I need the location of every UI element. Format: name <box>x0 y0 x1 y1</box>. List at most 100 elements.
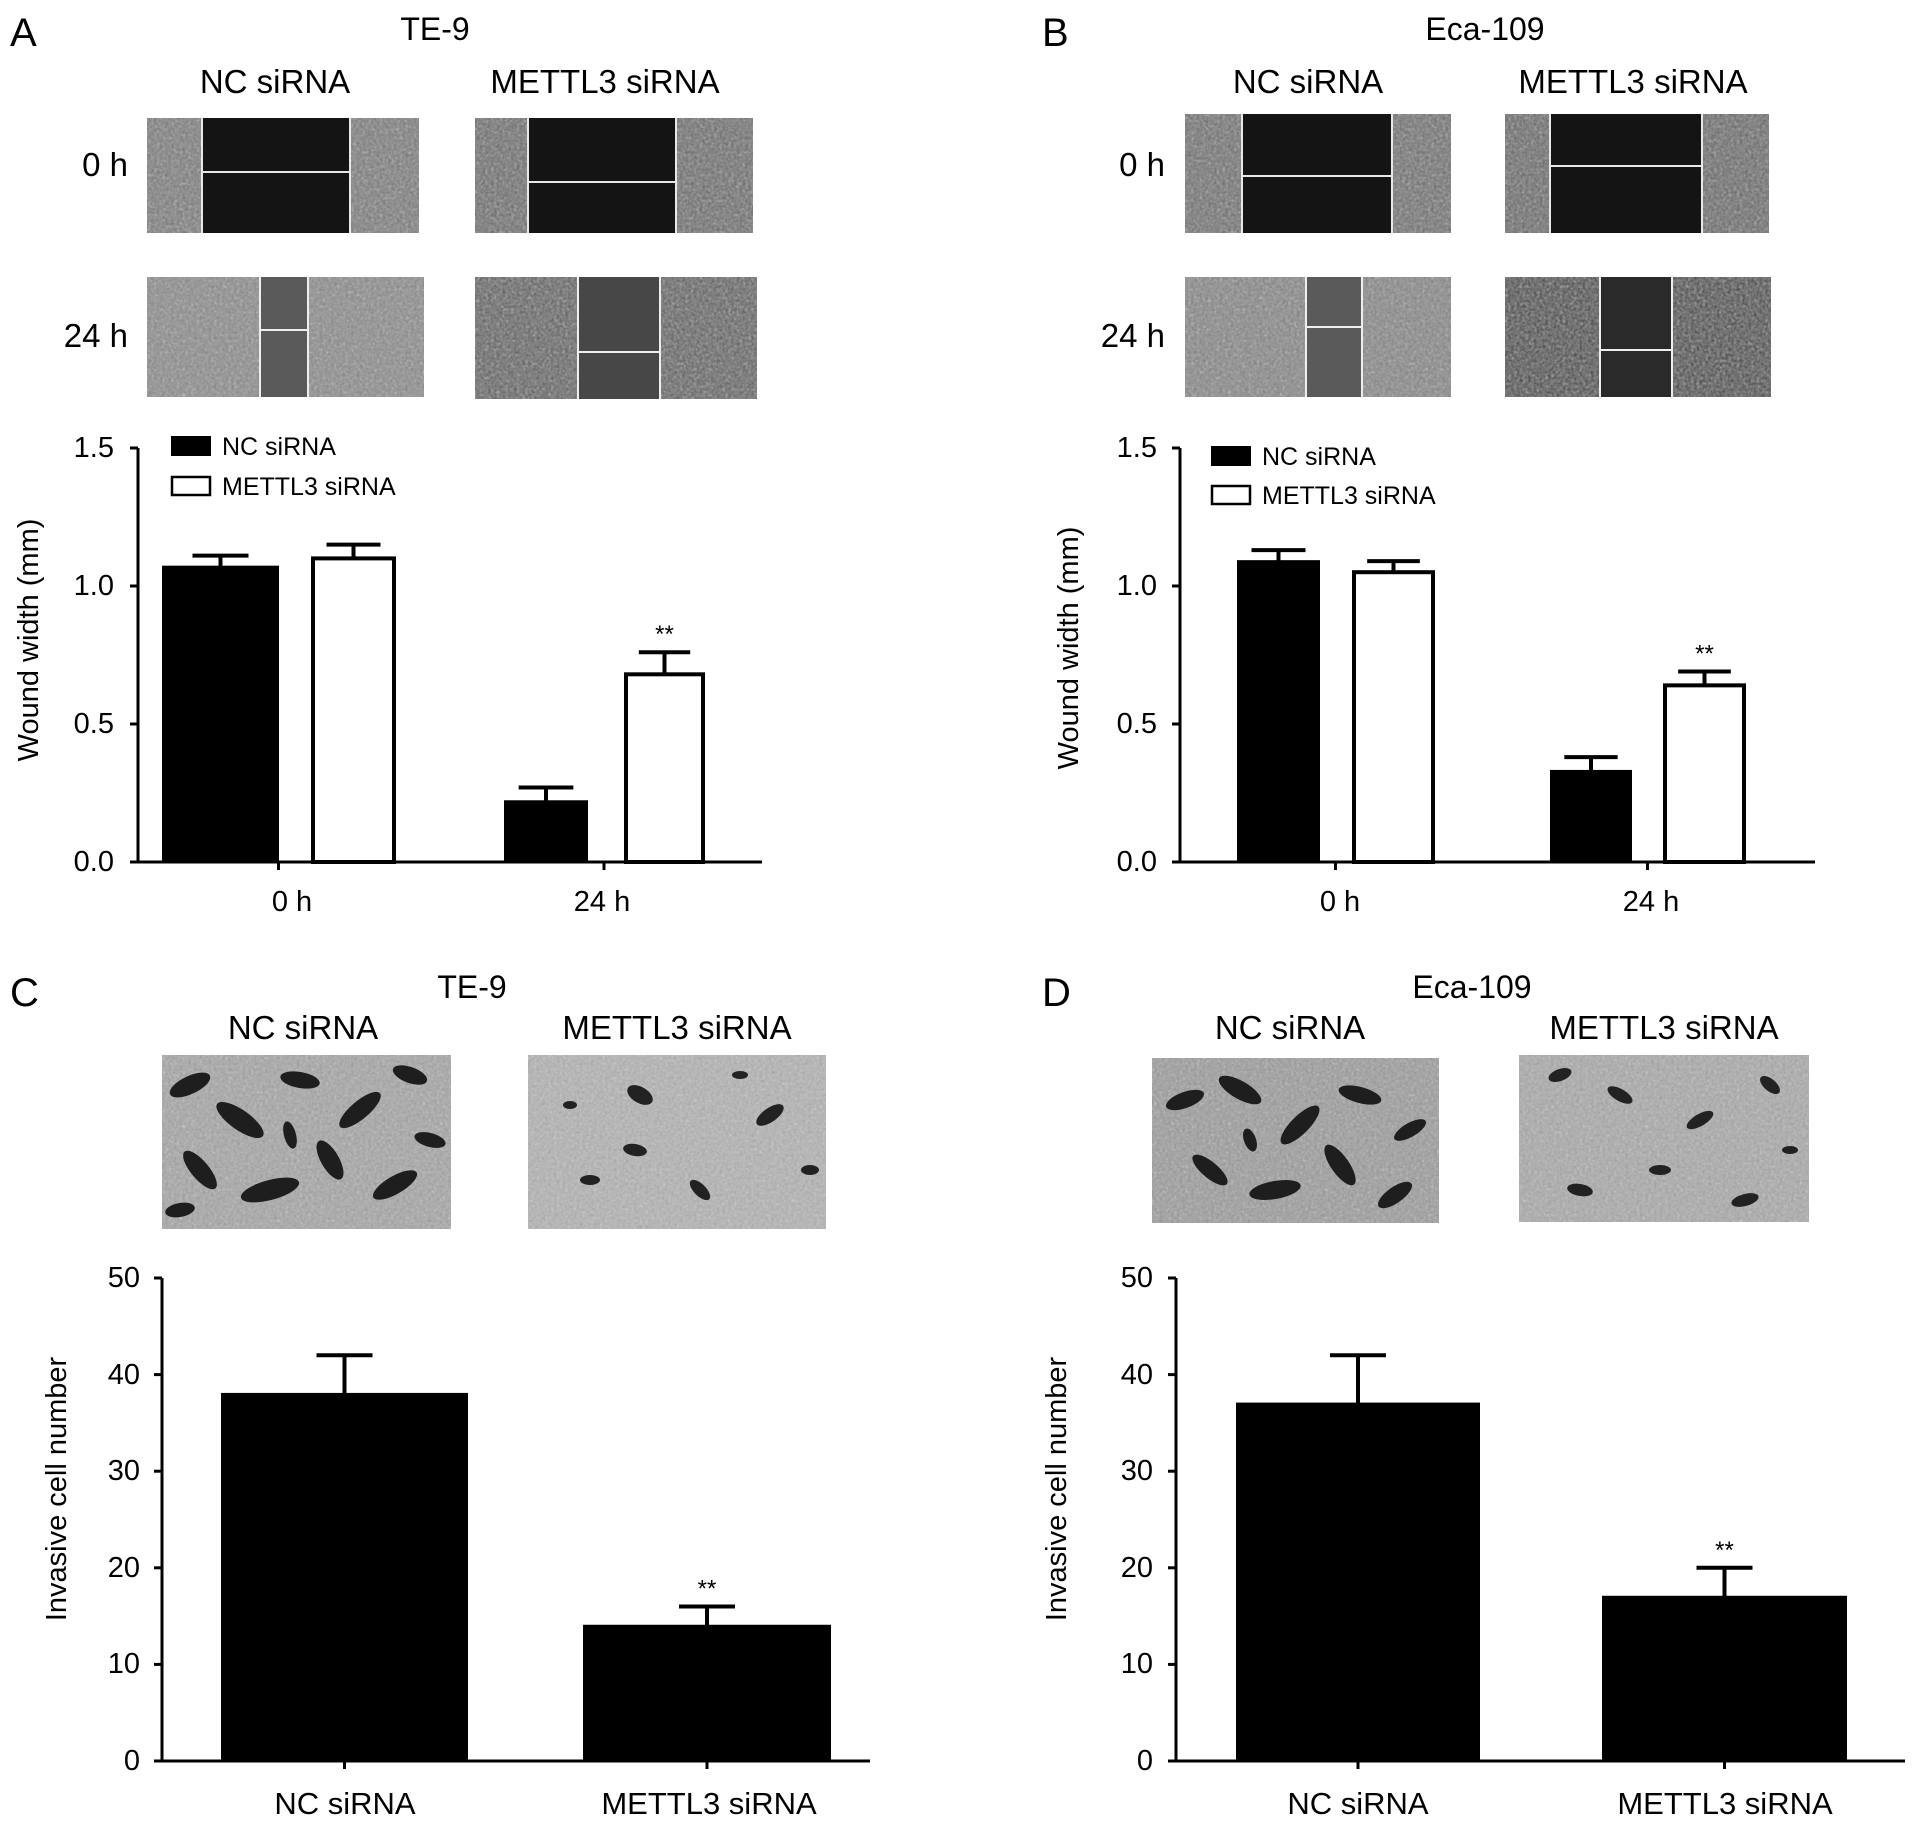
significance-marker: ** <box>1695 641 1714 668</box>
y-tick-label: 10 <box>1121 1648 1153 1680</box>
significance-marker: ** <box>1715 1537 1734 1564</box>
panel-b-micrograph-nc-24h <box>1185 277 1451 397</box>
panel-d-micrograph-nc <box>1152 1058 1439 1223</box>
y-tick-label: 0 <box>124 1745 140 1777</box>
panel-b-y-ticks: 0.0 0.5 1.0 1.5 <box>1117 432 1157 878</box>
panel-d-x-ticks: NC siRNA METTL3 siRNA <box>1287 1786 1833 1821</box>
y-tick-label: 0.5 <box>1117 708 1157 740</box>
panel-d-cell-line-title: Eca-109 <box>1412 969 1531 1005</box>
panel-c-y-axis-label: Invasive cell number <box>41 1356 73 1621</box>
panel-a-row-24h: 24 h <box>64 317 128 354</box>
bar-d-s0-c0 <box>1236 1402 1480 1762</box>
panel-a-micrograph-nc-24h <box>147 277 424 397</box>
legend-swatch-mettl3-siRNA <box>1210 484 1252 506</box>
panel-b-legend: NC siRNA METTL3 siRNA <box>1210 443 1436 510</box>
y-tick-label: 10 <box>108 1648 140 1680</box>
x-tick-label: NC siRNA <box>274 1786 416 1821</box>
bar-c-s0-c1 <box>583 1624 831 1763</box>
panel-d-col-nc-siRNA: NC siRNA <box>1215 1009 1365 1046</box>
y-tick-label: 0.5 <box>74 708 114 740</box>
panel-b-x-ticks: 0 h 24 h <box>1320 886 1679 918</box>
panel-d-micrograph-mettl3 <box>1519 1055 1809 1222</box>
legend-swatch-nc-siRNA <box>1211 446 1251 466</box>
panel-a: A TE-9 NC siRNA METTL3 siRNA 0 h 24 h <box>10 11 762 918</box>
bar-a-s0-c0 <box>162 565 279 863</box>
x-tick-label: METTL3 siRNA <box>1617 1786 1833 1821</box>
y-tick-label: 0 <box>1137 1745 1153 1777</box>
legend-label-nc-siRNA: NC siRNA <box>1262 443 1376 471</box>
y-tick-label: 40 <box>108 1359 140 1391</box>
panel-a-row-0h: 0 h <box>82 146 128 183</box>
panel-a-micrograph-nc-0h <box>147 118 419 233</box>
significance-marker: ** <box>698 1575 717 1602</box>
panel-d: D Eca-109 NC siRNA METTL3 siRNA <box>1041 969 1905 1821</box>
panel-b-letter: B <box>1042 11 1069 55</box>
panel-b-col-mettl3-siRNA: METTL3 siRNA <box>1518 63 1747 100</box>
panel-b-micrograph-mettl3-0h <box>1505 114 1769 233</box>
panel-c-x-ticks: NC siRNA METTL3 siRNA <box>274 1786 817 1821</box>
panel-c-y-ticks: 0 10 20 30 40 50 <box>108 1262 140 1777</box>
legend-swatch-mettl3-siRNA <box>170 475 212 497</box>
panel-d-y-ticks: 0 10 20 30 40 50 <box>1121 1262 1153 1777</box>
legend-label-nc-siRNA: NC siRNA <box>222 433 336 461</box>
legend-label-mettl3-siRNA: METTL3 siRNA <box>1262 482 1436 510</box>
y-tick-label: 1.0 <box>1117 570 1157 602</box>
panel-c-col-mettl3-siRNA: METTL3 siRNA <box>562 1009 791 1046</box>
panel-c-col-nc-siRNA: NC siRNA <box>228 1009 378 1046</box>
panel-a-cell-line-title: TE-9 <box>400 11 469 47</box>
y-tick-label: 1.5 <box>1117 432 1157 464</box>
panel-d-y-axis-label: Invasive cell number <box>1041 1356 1073 1621</box>
panel-b-col-nc-siRNA: NC siRNA <box>1233 63 1383 100</box>
bar-b-s1-c0 <box>1352 570 1435 864</box>
y-tick-label: 20 <box>108 1552 140 1584</box>
legend-label-mettl3-siRNA: METTL3 siRNA <box>222 473 396 501</box>
bar-b-s0-c0 <box>1237 560 1320 863</box>
bar-a-s1-c0 <box>311 556 396 865</box>
bar-c-s0-c0 <box>221 1392 468 1763</box>
y-tick-label: 0.0 <box>74 846 114 878</box>
panel-a-col-nc-siRNA: NC siRNA <box>200 63 350 100</box>
x-tick-label: 0 h <box>272 886 312 918</box>
panel-a-chart: NC siRNA METTL3 siRNA Wound width (mm) 0… <box>13 432 762 918</box>
y-tick-label: 0.0 <box>1117 846 1157 878</box>
significance-marker: ** <box>655 621 674 648</box>
panel-b: B Eca-109 NC siRNA METTL3 siRNA 0 h 24 h <box>1042 11 1815 918</box>
panel-c-letter: C <box>10 971 39 1015</box>
panel-a-micrograph-mettl3-24h <box>475 277 757 399</box>
panel-c-micrograph-mettl3 <box>528 1055 826 1229</box>
panel-b-row-24h: 24 h <box>1101 317 1165 354</box>
y-tick-label: 1.0 <box>74 570 114 602</box>
y-tick-label: 30 <box>1121 1455 1153 1487</box>
bar-a-s1-c1 <box>624 672 705 864</box>
y-tick-label: 40 <box>1121 1359 1153 1391</box>
panel-b-micrograph-nc-0h <box>1185 114 1451 233</box>
bar-b-s0-c1 <box>1550 769 1632 863</box>
x-tick-label: 0 h <box>1320 886 1360 918</box>
panel-a-y-ticks: 0.0 0.5 1.0 1.5 <box>74 432 114 878</box>
y-tick-label: 50 <box>108 1262 140 1294</box>
panel-a-letter: A <box>10 11 37 55</box>
panel-a-col-mettl3-siRNA: METTL3 siRNA <box>490 63 719 100</box>
panel-a-y-axis-label: Wound width (mm) <box>13 519 45 762</box>
panel-a-x-ticks: 0 h 24 h <box>272 886 630 918</box>
panel-c-plot: ** <box>154 1276 870 1769</box>
panel-c-micrograph-nc <box>162 1055 451 1229</box>
panel-d-col-mettl3-siRNA: METTL3 siRNA <box>1549 1009 1778 1046</box>
panel-d-plot: ** <box>1168 1276 1905 1769</box>
panel-b-micrograph-mettl3-24h <box>1505 277 1771 397</box>
x-tick-label: 24 h <box>574 886 630 918</box>
legend-swatch-nc-siRNA <box>171 436 211 456</box>
panel-b-plot: ** <box>1172 446 1815 870</box>
x-tick-label: METTL3 siRNA <box>601 1786 817 1821</box>
panel-b-cell-line-title: Eca-109 <box>1425 11 1544 47</box>
y-tick-label: 30 <box>108 1455 140 1487</box>
y-tick-label: 20 <box>1121 1552 1153 1584</box>
panel-d-letter: D <box>1042 971 1071 1015</box>
panel-d-chart: Invasive cell number 0 10 20 30 40 50 NC… <box>1041 1262 1905 1821</box>
panel-c-cell-line-title: TE-9 <box>437 969 506 1005</box>
panel-b-chart: NC siRNA METTL3 siRNA Wound width (mm) 0… <box>1053 432 1815 918</box>
x-tick-label: 24 h <box>1623 886 1679 918</box>
panel-a-legend: NC siRNA METTL3 siRNA <box>170 433 396 501</box>
panel-b-row-0h: 0 h <box>1119 146 1165 183</box>
x-tick-label: NC siRNA <box>1287 1786 1429 1821</box>
